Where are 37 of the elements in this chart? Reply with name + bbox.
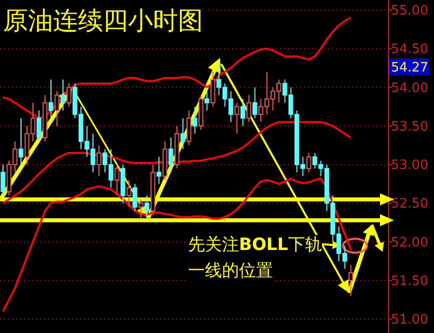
candlestick — [162, 140, 168, 181]
candlestick — [306, 152, 312, 173]
candlestick — [54, 90, 60, 126]
candlestick — [186, 110, 192, 146]
candlestick — [204, 86, 210, 111]
line-series — [2, 121, 352, 204]
candlestick — [36, 110, 42, 142]
candlestick — [60, 79, 66, 111]
annotation: 54.27 — [389, 58, 429, 76]
y-tick-label: 53.50 — [391, 119, 428, 134]
y-tick-label: 55.00 — [391, 4, 428, 19]
candlestick — [240, 98, 246, 126]
y-tick-label: 54.00 — [391, 80, 428, 96]
candlestick — [246, 94, 252, 123]
y-tick-label: 52.00 — [391, 235, 428, 250]
candlestick — [48, 79, 54, 119]
candlestick — [150, 164, 156, 216]
candlestick — [18, 118, 24, 166]
candlestick — [192, 106, 198, 134]
candlestick — [120, 164, 126, 204]
candlestick — [198, 94, 204, 130]
y-tick-label: 53.00 — [391, 158, 428, 174]
candlestick — [114, 164, 120, 196]
y-tick-label: 54.50 — [391, 42, 428, 58]
candlestick — [144, 194, 150, 220]
candlestick — [156, 156, 162, 184]
candlestick — [96, 144, 102, 177]
candlestick — [0, 164, 6, 196]
y-tick-label: 51.50 — [391, 274, 428, 289]
candlestick — [42, 94, 48, 142]
candlestick — [126, 180, 132, 208]
candlestick — [180, 118, 186, 150]
candlestick — [348, 264, 354, 296]
y-tick-label: 52.50 — [391, 196, 428, 212]
candlestick — [174, 125, 180, 169]
candlestick — [168, 137, 174, 173]
y-tick-label: 51.00 — [391, 312, 428, 328]
